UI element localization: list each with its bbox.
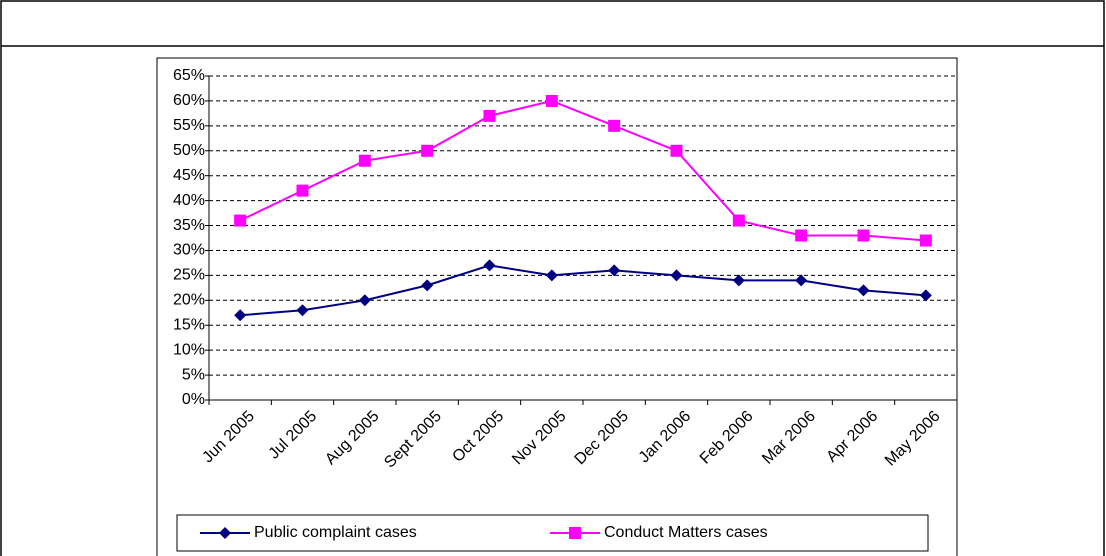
y-tick-label: 35% (173, 217, 205, 234)
point-marker (234, 309, 247, 322)
legend-marker (569, 527, 581, 539)
x-tick-label: Feb 2006 (697, 408, 757, 468)
y-tick-label: 0% (182, 391, 205, 408)
legend-label: Conduct Matters cases (604, 524, 768, 541)
point-marker (919, 234, 932, 247)
point-marker (919, 289, 932, 302)
legend-label: Public complaint cases (254, 524, 417, 541)
y-tick-label: 50% (173, 142, 205, 159)
series-line (239, 99, 926, 242)
x-tick-label: Apr 2006 (823, 408, 881, 466)
point-marker (795, 274, 808, 287)
point-marker (608, 264, 621, 277)
point-marker (857, 284, 870, 297)
point-marker (421, 144, 434, 157)
x-tick-label: Oct 2005 (449, 408, 507, 466)
y-tick-label: 20% (173, 292, 205, 309)
point-marker (857, 229, 870, 242)
y-tick-label: 55% (173, 117, 205, 134)
y-tick-label: 45% (173, 167, 205, 184)
y-tick-label: 25% (173, 267, 205, 284)
x-tick-label: Jul 2005 (266, 408, 321, 463)
point-marker (296, 184, 309, 197)
point-marker (732, 274, 745, 287)
point-marker (296, 304, 309, 317)
x-tick-label: May 2006 (882, 408, 944, 470)
x-tick-label: Dec 2005 (572, 408, 633, 469)
point-marker (732, 214, 745, 227)
point-marker (795, 229, 808, 242)
point-marker (483, 259, 496, 272)
point-marker (358, 294, 371, 307)
point-marker (545, 269, 558, 282)
y-tick-label: 10% (173, 341, 205, 358)
legend-marker (219, 527, 231, 539)
x-tick-label: Nov 2005 (509, 408, 570, 469)
y-tick-label: 40% (173, 192, 205, 209)
y-tick-label: 15% (173, 316, 205, 333)
point-marker (670, 269, 683, 282)
y-tick-label: 65% (173, 67, 205, 84)
point-marker (421, 279, 434, 292)
point-marker (483, 109, 496, 122)
y-tick-label: 5% (182, 366, 205, 383)
point-marker (670, 144, 683, 157)
x-tick-label: Jun 2005 (199, 408, 258, 467)
y-tick-label: 60% (173, 92, 205, 109)
chart-border (156, 57, 958, 556)
x-tick-label: Sept 2005 (381, 408, 445, 472)
x-tick-label: Aug 2005 (322, 408, 383, 469)
y-tick-label: 30% (173, 242, 205, 259)
point-marker (358, 154, 371, 167)
x-tick-label: Jan 2006 (636, 408, 695, 467)
x-tick-label: Mar 2006 (759, 408, 819, 468)
point-marker (234, 214, 247, 227)
series-line (240, 264, 926, 317)
point-marker (545, 94, 558, 107)
point-marker (608, 119, 621, 132)
